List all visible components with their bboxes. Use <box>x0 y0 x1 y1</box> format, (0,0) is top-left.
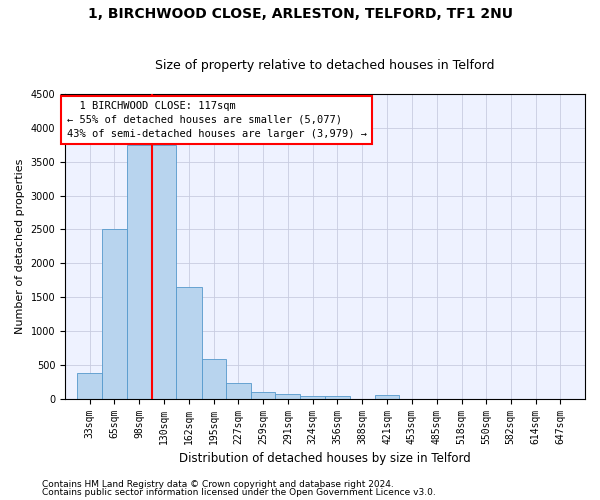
Title: Size of property relative to detached houses in Telford: Size of property relative to detached ho… <box>155 59 495 72</box>
Bar <box>301 396 325 398</box>
Bar <box>152 145 176 399</box>
Y-axis label: Number of detached properties: Number of detached properties <box>15 158 25 334</box>
X-axis label: Distribution of detached houses by size in Telford: Distribution of detached houses by size … <box>179 452 471 465</box>
Bar <box>77 374 102 398</box>
Text: Contains public sector information licensed under the Open Government Licence v3: Contains public sector information licen… <box>42 488 436 497</box>
Bar <box>102 230 127 398</box>
Text: Contains HM Land Registry data © Crown copyright and database right 2024.: Contains HM Land Registry data © Crown c… <box>42 480 394 489</box>
Bar <box>375 395 400 398</box>
Bar <box>226 383 251 398</box>
Text: 1, BIRCHWOOD CLOSE, ARLESTON, TELFORD, TF1 2NU: 1, BIRCHWOOD CLOSE, ARLESTON, TELFORD, T… <box>88 8 512 22</box>
Bar <box>275 394 301 398</box>
Bar <box>127 145 152 399</box>
Bar <box>202 358 226 399</box>
Bar <box>251 392 275 398</box>
Text: 1 BIRCHWOOD CLOSE: 117sqm
← 55% of detached houses are smaller (5,077)
43% of se: 1 BIRCHWOOD CLOSE: 117sqm ← 55% of detac… <box>67 101 367 139</box>
Bar <box>325 396 350 398</box>
Bar <box>176 287 202 399</box>
